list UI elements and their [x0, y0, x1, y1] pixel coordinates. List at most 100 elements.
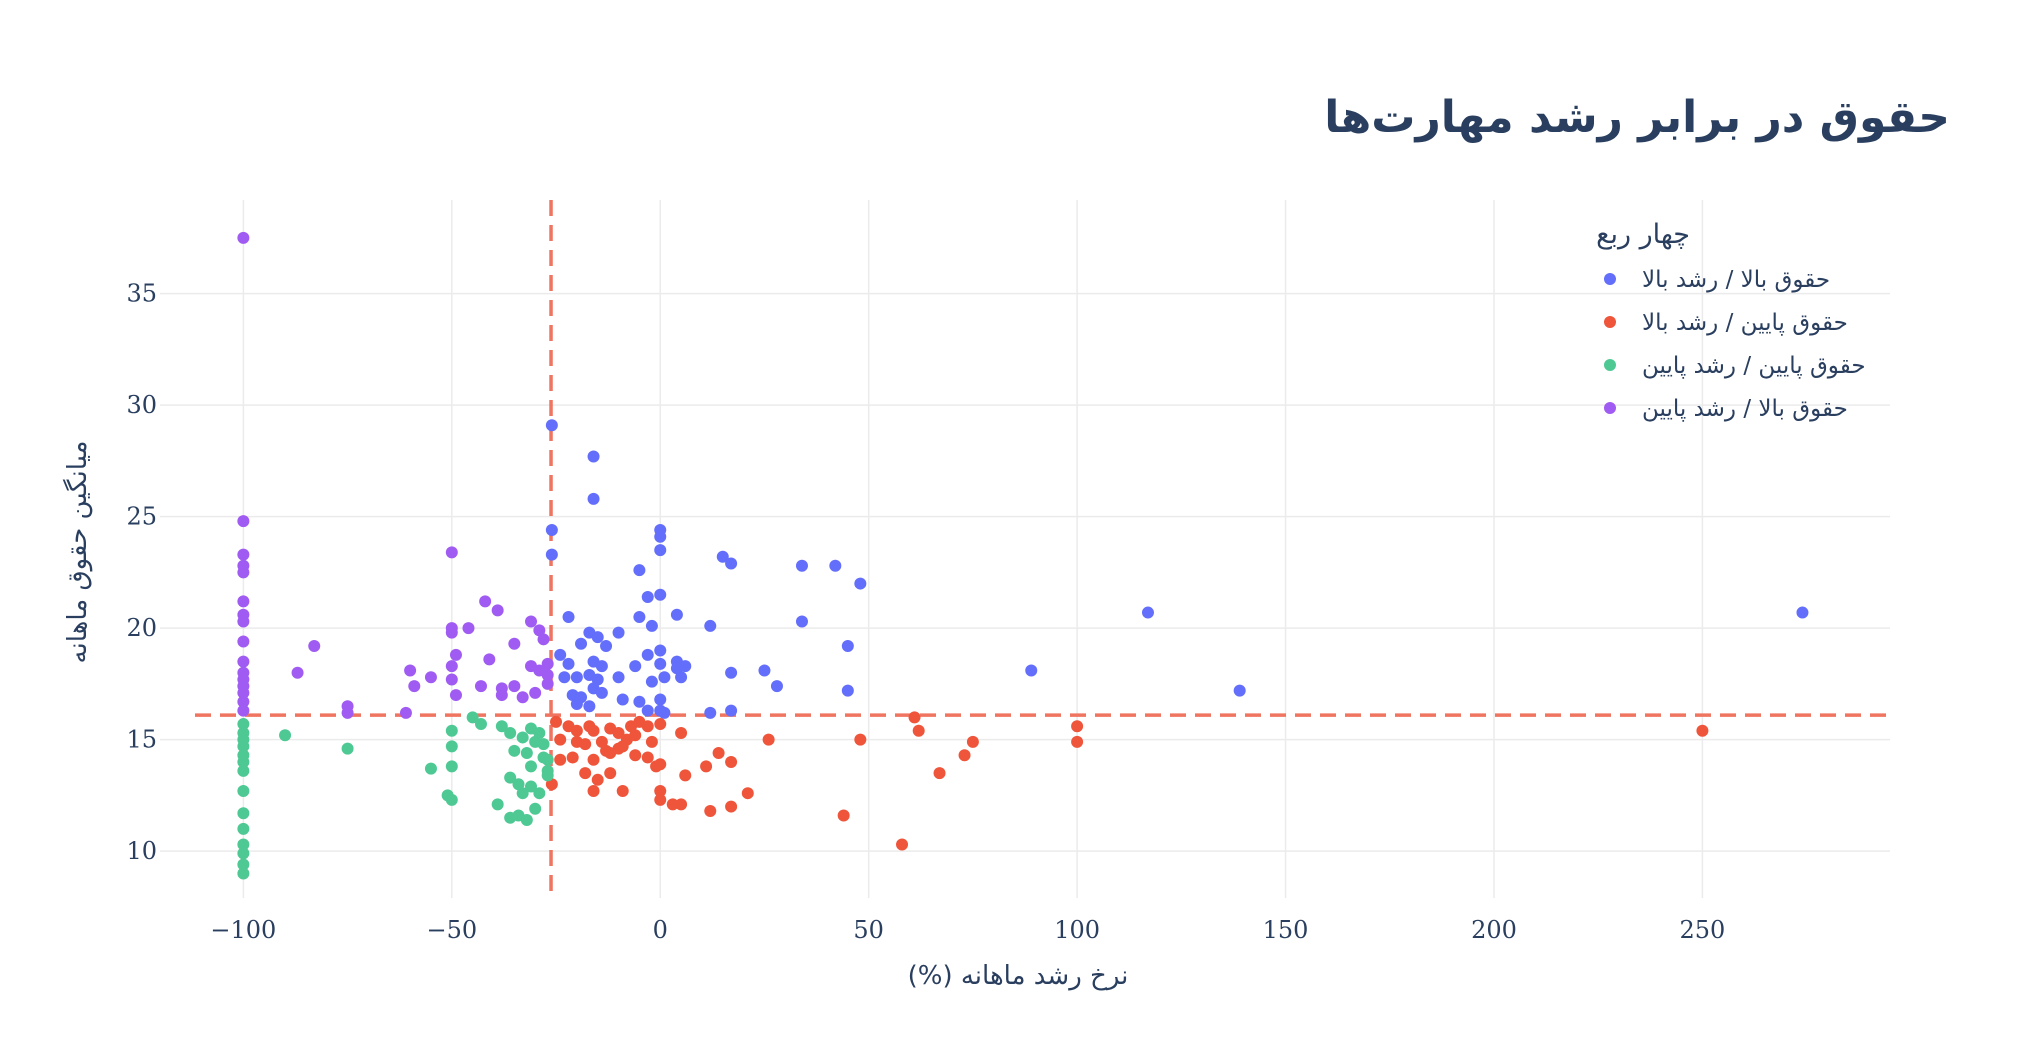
- data-point: [554, 753, 567, 766]
- data-point: [554, 733, 567, 746]
- data-point: [587, 724, 600, 737]
- data-point: [508, 680, 521, 693]
- data-point: [612, 626, 625, 639]
- data-point: [541, 657, 554, 670]
- data-point: [595, 686, 608, 699]
- data-point: [829, 559, 842, 572]
- data-point: [566, 751, 579, 764]
- data-point: [896, 838, 909, 851]
- data-point: [554, 648, 567, 661]
- data-point: [587, 450, 600, 463]
- x-tick-label: 50: [853, 916, 884, 944]
- legend-marker: [1604, 273, 1616, 285]
- data-point: [633, 611, 646, 624]
- data-points: [237, 231, 1809, 880]
- data-point: [670, 662, 683, 675]
- data-point: [725, 704, 738, 717]
- data-point: [445, 626, 458, 639]
- data-point: [341, 706, 354, 719]
- data-point: [237, 686, 250, 699]
- legend-title: چهار ربع: [1596, 219, 1690, 250]
- legend-item[interactable]: حقوق بالا / رشد بالا: [1604, 267, 1830, 293]
- data-point: [466, 711, 479, 724]
- data-point: [516, 691, 529, 704]
- legend-item[interactable]: حقوق پایین / رشد پایین: [1604, 353, 1866, 379]
- data-point: [641, 704, 654, 717]
- data-point: [645, 619, 658, 632]
- data-point: [612, 671, 625, 684]
- data-point: [541, 769, 554, 782]
- data-point: [762, 733, 775, 746]
- data-point: [654, 758, 667, 771]
- data-point: [1141, 606, 1154, 619]
- series-3: [237, 711, 554, 880]
- x-tick-label: 200: [1471, 916, 1517, 944]
- data-point: [237, 755, 250, 768]
- data-point: [616, 784, 629, 797]
- data-point: [741, 787, 754, 800]
- data-point: [474, 718, 487, 731]
- data-point: [541, 753, 554, 766]
- data-point: [237, 822, 250, 835]
- data-point: [966, 735, 979, 748]
- data-point: [654, 657, 667, 670]
- y-tick-label: 35: [126, 280, 157, 308]
- data-point: [654, 530, 667, 543]
- data-point: [237, 566, 250, 579]
- data-point: [579, 767, 592, 780]
- data-point: [725, 666, 738, 679]
- x-tick-label: −50: [426, 916, 477, 944]
- data-point: [479, 595, 492, 608]
- data-point: [529, 686, 542, 699]
- legend-item[interactable]: حقوق پایین / رشد بالا: [1604, 310, 1848, 336]
- data-point: [462, 622, 475, 635]
- data-point: [700, 760, 713, 773]
- legend: چهار ربع حقوق بالا / رشد بالا حقوق پایین …: [1596, 219, 1865, 422]
- data-point: [520, 747, 533, 760]
- data-point: [445, 546, 458, 559]
- x-tick-label: −100: [210, 916, 276, 944]
- data-point: [1071, 720, 1084, 733]
- y-tick-label: 30: [126, 391, 157, 419]
- y-axis-ticks: 10 15 20 25 30 35: [126, 280, 157, 866]
- data-point: [279, 729, 292, 742]
- data-point: [658, 671, 671, 684]
- data-point: [558, 671, 571, 684]
- data-point: [1071, 735, 1084, 748]
- data-point: [491, 604, 504, 617]
- y-tick-label: 15: [126, 726, 157, 754]
- data-point: [550, 715, 563, 728]
- data-point: [591, 673, 604, 686]
- data-point: [658, 706, 671, 719]
- data-point: [541, 668, 554, 681]
- data-point: [545, 524, 558, 537]
- data-point: [545, 548, 558, 561]
- data-point: [445, 760, 458, 773]
- data-point: [562, 611, 575, 624]
- data-point: [675, 671, 688, 684]
- data-point: [237, 784, 250, 797]
- data-point: [341, 742, 354, 755]
- data-point: [537, 633, 550, 646]
- chart-title: حقوق در برابر رشد مهارت‌ها: [1324, 92, 1950, 143]
- data-point: [495, 689, 508, 702]
- data-point: [529, 735, 542, 748]
- data-point: [533, 787, 546, 800]
- data-point: [424, 671, 437, 684]
- legend-marker: [1604, 316, 1616, 328]
- data-point: [529, 802, 542, 815]
- data-point: [679, 769, 692, 782]
- data-point: [545, 778, 558, 791]
- data-point: [237, 838, 250, 851]
- data-point: [704, 805, 717, 818]
- data-point: [483, 653, 496, 666]
- x-tick-label: 150: [1263, 916, 1309, 944]
- data-point: [237, 635, 250, 648]
- data-point: [591, 773, 604, 786]
- data-point: [641, 720, 654, 733]
- data-point: [1796, 606, 1809, 619]
- data-point: [587, 492, 600, 505]
- legend-item[interactable]: حقوق بالا / رشد پایین: [1604, 396, 1848, 422]
- data-point: [445, 660, 458, 673]
- x-tick-label: 100: [1054, 916, 1100, 944]
